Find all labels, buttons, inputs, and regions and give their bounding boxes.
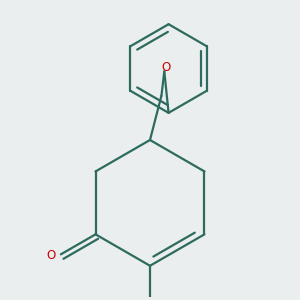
Text: O: O bbox=[161, 61, 170, 74]
Text: O: O bbox=[47, 249, 56, 262]
